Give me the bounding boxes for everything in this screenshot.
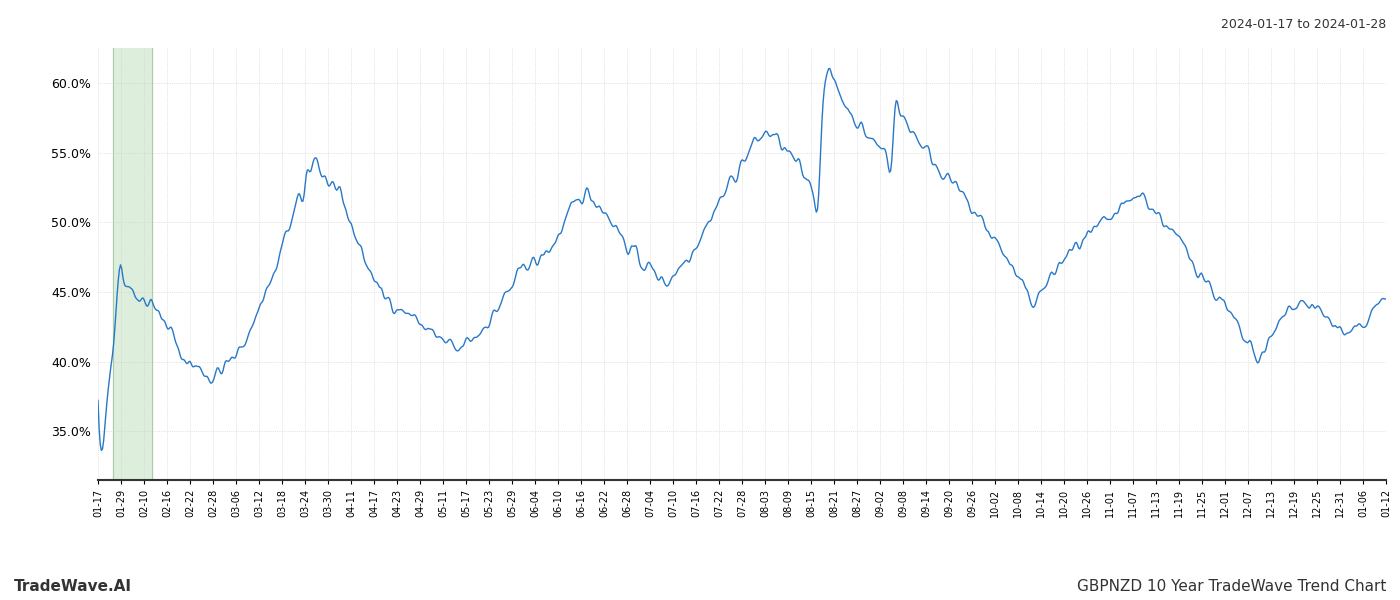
Text: TradeWave.AI: TradeWave.AI xyxy=(14,579,132,594)
Text: GBPNZD 10 Year TradeWave Trend Chart: GBPNZD 10 Year TradeWave Trend Chart xyxy=(1077,579,1386,594)
Bar xyxy=(113,48,153,480)
Text: 2024-01-17 to 2024-01-28: 2024-01-17 to 2024-01-28 xyxy=(1221,18,1386,31)
